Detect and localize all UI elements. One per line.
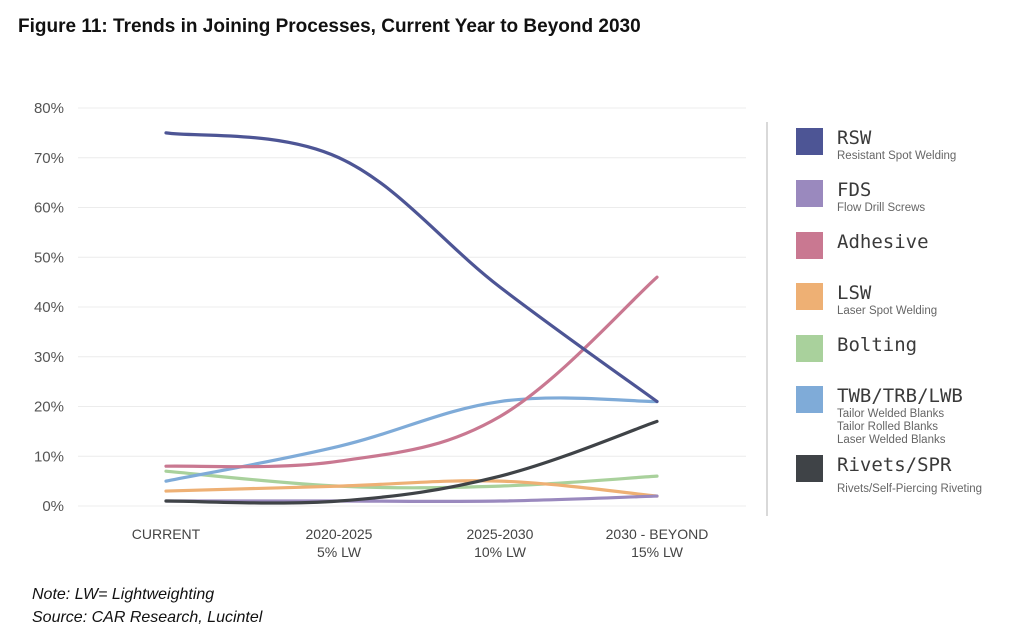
legend-series-name: FDS bbox=[837, 179, 872, 201]
legend-series-name: RSW bbox=[837, 127, 872, 149]
figure-title: Figure 11: Trends in Joining Processes, … bbox=[18, 16, 641, 37]
y-tick-label: 60% bbox=[34, 200, 64, 217]
legend-swatch bbox=[796, 283, 823, 310]
x-tick-label: 2025-2030 bbox=[467, 526, 534, 542]
y-tick-label: 30% bbox=[34, 349, 64, 366]
series-line-rivets-spr bbox=[164, 419, 659, 505]
legend-swatch bbox=[796, 335, 823, 362]
legend-swatch bbox=[796, 180, 823, 207]
series-line-twb-trb-lwb bbox=[164, 396, 659, 483]
x-axis-ticks: CURRENT 2020-2025 5% LW 2025-2030 10% LW 2030… bbox=[132, 526, 709, 560]
legend-series-name: TWB/TRB/LWB bbox=[837, 385, 963, 407]
x-tick-label: CURRENT bbox=[132, 526, 201, 542]
series-line-adhesive bbox=[164, 275, 659, 469]
y-tick-label: 40% bbox=[34, 299, 64, 316]
x-tick-sublabel: 10% LW bbox=[474, 544, 527, 560]
legend-series-description: Flow Drill Screws bbox=[837, 202, 926, 214]
legend-series-name: Bolting bbox=[837, 334, 918, 356]
x-tick-label: 2030 - BEYOND bbox=[606, 526, 709, 542]
series-line-bolting bbox=[164, 469, 659, 490]
note-text: Note: LW= Lightweighting bbox=[32, 586, 215, 603]
y-tick-label: 50% bbox=[34, 249, 64, 266]
series-lines bbox=[164, 131, 659, 505]
x-tick-sublabel: 15% LW bbox=[631, 544, 684, 560]
legend-item: FDS Flow Drill Screws bbox=[796, 178, 1011, 222]
legend-item: Rivets/SPR Rivets/Self-Piercing Riveting bbox=[796, 453, 1011, 497]
legend-series-description: Tailor Welded Blanks Tailor Rolled Blank… bbox=[837, 408, 946, 446]
x-tick-label: 2020-2025 bbox=[306, 526, 373, 542]
legend-series-name: Rivets/SPR bbox=[837, 454, 952, 476]
series-line-lsw bbox=[164, 479, 659, 498]
legend-divider bbox=[766, 122, 768, 516]
x-tick-sublabel: 5% LW bbox=[317, 544, 362, 560]
legend-item: Adhesive bbox=[796, 230, 1011, 274]
y-tick-label: 0% bbox=[42, 498, 64, 515]
y-tick-label: 80% bbox=[34, 100, 64, 117]
y-tick-label: 20% bbox=[34, 399, 64, 416]
legend-series-name: Adhesive bbox=[837, 231, 929, 253]
legend-swatch bbox=[796, 386, 823, 413]
source-text: Source: CAR Research, Lucintel bbox=[32, 609, 263, 626]
series-line-rsw bbox=[164, 131, 659, 404]
y-axis-ticks: 0% 10% 20% 30% 40% 50% 60% 70% 80% bbox=[34, 100, 64, 515]
gridlines bbox=[78, 107, 746, 507]
legend-item: LSW Laser Spot Welding bbox=[796, 281, 1011, 325]
legend-series-description: Rivets/Self-Piercing Riveting bbox=[837, 483, 983, 495]
line-chart: 0% 10% 20% 30% 40% 50% 60% 70% 80% CURRENT 2020-2… bbox=[34, 100, 746, 560]
legend-item: RSW Resistant Spot Welding bbox=[796, 126, 1011, 170]
legend-series-name: LSW bbox=[837, 282, 872, 304]
y-tick-label: 10% bbox=[34, 448, 64, 465]
legend-series-description: Laser Spot Welding bbox=[837, 305, 938, 317]
legend-swatch bbox=[796, 455, 823, 482]
legend-swatch bbox=[796, 232, 823, 259]
y-tick-label: 70% bbox=[34, 150, 64, 167]
legend-series-description: Resistant Spot Welding bbox=[837, 150, 957, 162]
legend-item: TWB/TRB/LWB Tailor Welded Blanks Tailor R… bbox=[796, 384, 1011, 446]
series-line-fds bbox=[164, 494, 659, 504]
legend-swatch bbox=[796, 128, 823, 155]
legend-item: Bolting bbox=[796, 333, 1011, 377]
